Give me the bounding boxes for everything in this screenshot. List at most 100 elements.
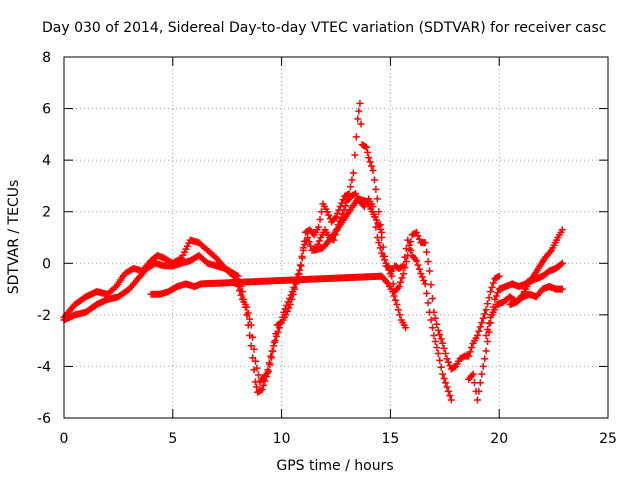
y-tick-label: 2 (42, 205, 51, 221)
data-series (310, 195, 386, 254)
data-point-marker (436, 356, 444, 364)
data-point-marker (375, 222, 383, 230)
data-point-marker (355, 107, 363, 115)
data-point-marker (465, 352, 473, 360)
data-series (506, 282, 566, 309)
data-point-marker (250, 345, 258, 353)
data-point-marker (399, 270, 407, 278)
data-point-marker (402, 324, 410, 332)
data-point-marker (354, 115, 362, 123)
data-point-marker (298, 252, 306, 260)
data-point-marker (267, 354, 275, 362)
data-point-marker (323, 208, 331, 216)
data-point-marker (414, 261, 422, 269)
data-point-marker (373, 234, 381, 241)
data-point-marker (351, 151, 359, 159)
data-point-marker (382, 259, 390, 267)
data-point-marker (437, 335, 445, 343)
data-point-marker (356, 99, 364, 107)
tick-labels: 0 5 10 15 20 25 -6 -4 -2 0 2 4 6 8 (37, 50, 617, 447)
data-point-marker (440, 344, 448, 352)
data-series (482, 259, 566, 339)
data-point-marker (370, 176, 378, 184)
data-point-marker (405, 241, 413, 249)
data-point-marker (437, 363, 445, 371)
data-point-marker (349, 169, 357, 177)
data-point-marker (479, 362, 487, 370)
data-point-marker (394, 306, 402, 314)
data-point-marker (423, 289, 431, 297)
x-tick-label: 0 (60, 431, 69, 447)
data-point-marker (383, 263, 391, 271)
data-point-marker (402, 258, 410, 266)
data-point-marker (478, 319, 486, 327)
data-point-marker (482, 347, 490, 355)
data-point-marker (404, 236, 412, 244)
data-point-marker (347, 183, 355, 191)
data-point-marker (486, 288, 494, 296)
data-point-marker (251, 357, 259, 365)
data-point-marker (265, 368, 273, 376)
data-point-marker (431, 314, 439, 322)
data-point-marker (485, 319, 493, 327)
data-points (60, 99, 566, 404)
data-point-marker (476, 323, 484, 331)
data-point-marker (253, 383, 261, 391)
data-point-marker (325, 211, 333, 219)
data-point-marker (395, 282, 403, 290)
data-point-marker (296, 261, 304, 269)
data-point-marker (249, 333, 257, 341)
data-point-marker (368, 162, 376, 170)
data-point-marker (469, 370, 477, 378)
data-point-marker (433, 320, 441, 328)
data-point-marker (546, 248, 554, 256)
data-point-marker (236, 287, 244, 295)
data-point-marker (413, 228, 421, 236)
data-point-marker (336, 203, 344, 211)
data-point-marker (431, 338, 439, 346)
data-point-marker (421, 280, 429, 288)
data-point-marker (266, 361, 274, 369)
data-point-marker (362, 143, 370, 151)
data-point-marker (442, 350, 450, 358)
x-axis-label: GPS time / hours (276, 458, 393, 474)
data-point-marker (491, 295, 499, 303)
y-axis-label: SDTVAR / TECUs (6, 180, 22, 295)
data-point-marker (473, 396, 481, 404)
data-point-marker (479, 314, 487, 322)
data-point-marker (247, 321, 255, 329)
data-point-marker (495, 272, 503, 280)
data-point-marker (421, 239, 429, 247)
data-point-marker (390, 292, 398, 300)
data-point-marker (305, 238, 313, 246)
data-point-marker (446, 392, 454, 400)
data-point-marker (466, 348, 474, 356)
data-point-marker (476, 379, 484, 387)
data-point-marker (414, 232, 422, 240)
data-point-marker (301, 240, 309, 248)
y-tick-label: -2 (37, 308, 51, 324)
data-point-marker (482, 306, 490, 314)
data-point-marker (376, 225, 384, 233)
data-point-marker (338, 199, 346, 207)
data-point-marker (468, 344, 476, 352)
data-point-marker (443, 355, 451, 363)
data-point-marker (315, 237, 323, 245)
data-point-marker (369, 166, 377, 174)
data-point-marker (401, 253, 409, 261)
data-point-marker (397, 278, 405, 286)
data-point-marker (396, 311, 404, 319)
data-point-marker (375, 208, 383, 216)
data-point-marker (558, 259, 566, 267)
data-point-marker (365, 154, 373, 162)
x-tick-label: 10 (273, 431, 291, 447)
data-point-marker (418, 273, 426, 281)
x-tick-label: 20 (490, 431, 508, 447)
data-point-marker (557, 260, 565, 268)
data-point-marker (424, 258, 432, 266)
data-point-marker (484, 300, 492, 308)
data-point-marker (492, 292, 500, 300)
data-point-marker (443, 383, 451, 391)
data-point-marker (269, 347, 277, 355)
data-point-marker (258, 386, 266, 394)
